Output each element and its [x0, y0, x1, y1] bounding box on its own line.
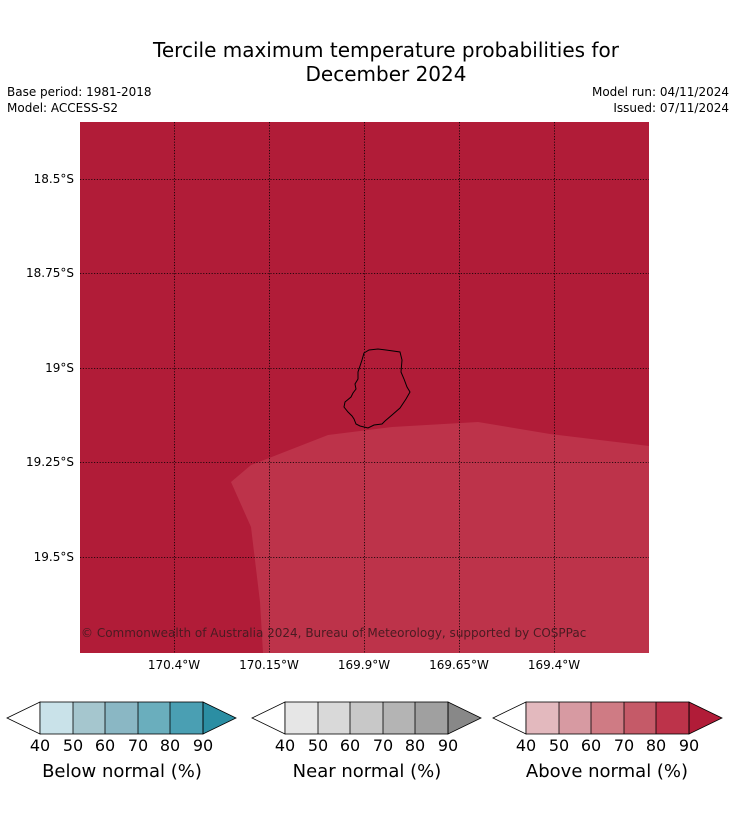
base-period: Base period: 1981-2018 — [7, 85, 152, 99]
lon-label: 169.4°W — [527, 658, 581, 672]
colorbar-segment — [383, 702, 415, 734]
colorbar-tick: 70 — [613, 736, 635, 755]
colorbar-segment — [656, 702, 689, 734]
colorbar-segment — [591, 702, 624, 734]
colorbar-segment — [285, 702, 318, 734]
colorbar-segment — [688, 701, 723, 735]
meta-right: Model run: 04/11/2024 Issued: 07/11/2024 — [592, 84, 729, 116]
colorbar-segment — [350, 702, 383, 734]
region-above-80 — [231, 422, 649, 653]
model-name: Model: ACCESS-S2 — [7, 101, 119, 115]
colorbar-segment — [105, 702, 138, 734]
colorbar-near — [251, 701, 482, 735]
lon-label: 169.9°W — [337, 658, 391, 672]
colorbar-segment — [40, 702, 73, 734]
island-outline — [343, 348, 411, 429]
colorbar-tick: 90 — [192, 736, 214, 755]
colorbar-segment — [251, 701, 286, 735]
chart-title: Tercile maximum temperature probabilitie… — [0, 38, 736, 86]
colorbar-label-near: Near normal (%) — [292, 761, 442, 782]
colorbar-segment — [138, 702, 170, 734]
colorbar-label-below: Below normal (%) — [42, 761, 202, 782]
colorbar-segment — [415, 702, 448, 734]
colorbar-above — [492, 701, 723, 735]
colorbar-tick: 70 — [372, 736, 394, 755]
colorbar-segment — [624, 702, 656, 734]
colorbar-tick: 50 — [548, 736, 570, 755]
colorbar-segment — [73, 702, 105, 734]
colorbar-tick: 70 — [127, 736, 149, 755]
colorbar-segment — [447, 701, 482, 735]
model-run: Model run: 04/11/2024 — [591, 85, 729, 99]
colorbar-tick: 60 — [94, 736, 116, 755]
colorbar-segment — [492, 701, 527, 735]
colorbar-segment — [170, 702, 203, 734]
map-panel — [80, 122, 649, 653]
lon-label: 170.15°W — [239, 658, 299, 672]
colorbar-tick: 60 — [339, 736, 361, 755]
colorbar-tick: 80 — [645, 736, 667, 755]
title-line-1: Tercile maximum temperature probabilitie… — [153, 38, 619, 62]
colorbar-tick: 40 — [274, 736, 296, 755]
colorbar-segment — [6, 701, 41, 735]
colorbar-tick: 40 — [29, 736, 51, 755]
colorbar-segment — [559, 702, 591, 734]
colorbar-tick: 50 — [307, 736, 329, 755]
lat-label: 19.5°S — [33, 550, 74, 564]
lon-label: 170.4°W — [147, 658, 201, 672]
issued-date: Issued: 07/11/2024 — [613, 101, 729, 115]
colorbar-tick: 60 — [580, 736, 602, 755]
meta-left: Base period: 1981-2018 Model: ACCESS-S2 — [7, 84, 152, 116]
colorbar-segment — [202, 701, 237, 735]
colorbar-below — [6, 701, 237, 735]
colorbar-tick: 50 — [62, 736, 84, 755]
lat-label: 19.25°S — [26, 455, 74, 469]
colorbar-tick: 90 — [437, 736, 459, 755]
lat-label: 18.75°S — [26, 266, 74, 280]
lon-label: 169.65°W — [429, 658, 489, 672]
colorbar-tick: 80 — [404, 736, 426, 755]
colorbar-tick: 40 — [515, 736, 537, 755]
lat-label: 18.5°S — [33, 172, 74, 186]
colorbar-tick: 80 — [159, 736, 181, 755]
colorbar-tick: 90 — [678, 736, 700, 755]
colorbar-segment — [526, 702, 559, 734]
colorbar-label-above: Above normal (%) — [525, 761, 689, 782]
copyright-notice: © Commonwealth of Australia 2024, Bureau… — [81, 626, 587, 640]
gridlines — [80, 122, 649, 653]
colorbar-segment — [318, 702, 350, 734]
lat-label: 19°S — [45, 361, 74, 375]
title-line-2: December 2024 — [305, 62, 467, 86]
